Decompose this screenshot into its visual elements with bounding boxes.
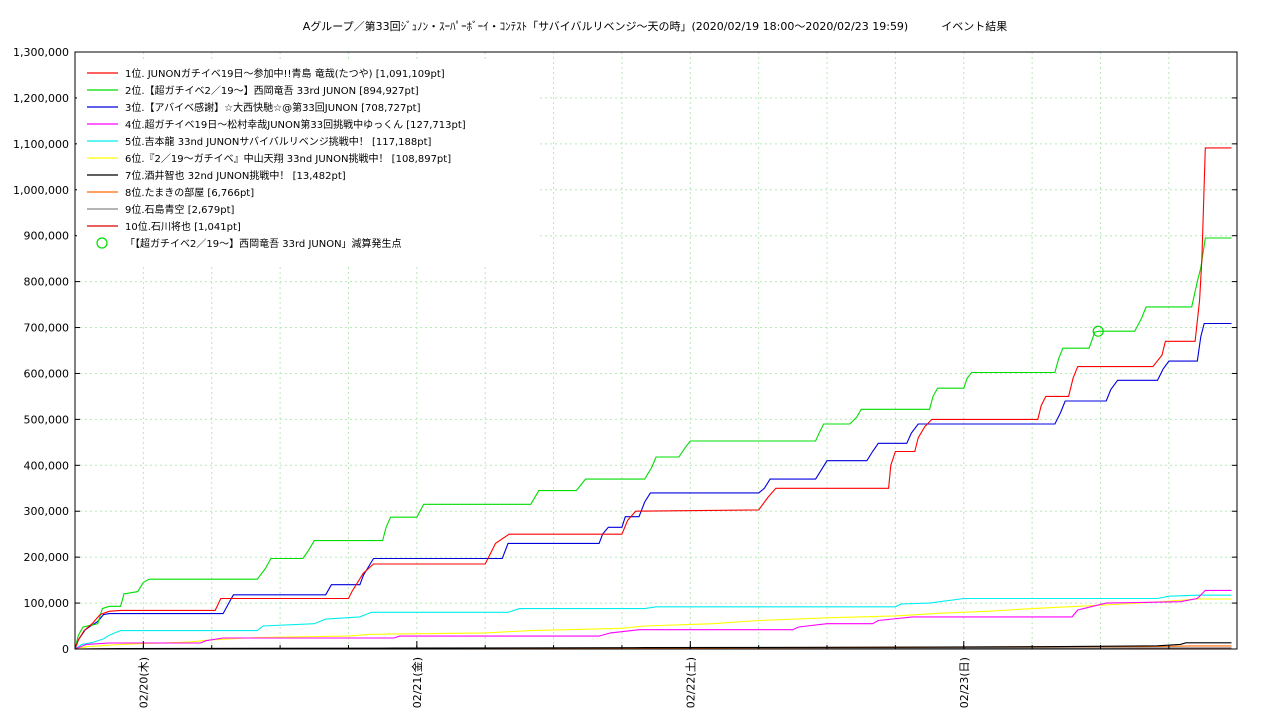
legend-entry: 2位.【超ガチイベ2／19〜】西岡竜吾 33rd JUNON [894,927p… [125,84,419,97]
legend-entry: 3位.【アバイベ感謝】☆大西快馳☆@第33回JUNON [708,727pt] [125,101,421,114]
y-tick-label: 600,000 [24,367,70,380]
y-tick-label: 700,000 [24,322,70,335]
annotation-marker [1092,325,1104,337]
legend-entry: 6位.『2／19〜ガチイベ』中山天翔 33nd JUNON挑戦中！ [108,8… [125,152,451,165]
x-tick-label: 02/20(木) [137,657,150,708]
y-tick-label: 300,000 [24,505,70,518]
legend-entry: 1位. JUNONガチイベ19日〜参加中!!青島 竜哉(たつや) [1,091,… [125,67,445,80]
legend-entry: 4位.超ガチイベ19日〜松村幸哉JUNON第33回挑戦中ゆっくん [127,71… [125,118,466,131]
legend-entry: 10位.石川将也 [1,041pt] [125,220,241,233]
legend: 1位. JUNONガチイベ19日〜参加中!!青島 竜哉(たつや) [1,091,… [77,60,537,266]
legend-entry: 7位.酒井智也 32nd JUNON挑戦中！ [13,482pt] [125,169,346,182]
y-tick-label: 1,300,000 [13,46,69,59]
x-tick-label: 02/21(金) [410,657,424,708]
series-line [74,598,1232,650]
plot-frame [74,51,1238,650]
x-tick-label: 02/23(日) [958,657,971,708]
legend-background [77,60,537,266]
y-tick-label: 200,000 [24,551,70,564]
y-tick-label: 1,000,000 [13,184,69,197]
axis-layer: 0 100,000 200,000 300,000 400,000 500,000 600,… [13,46,1237,708]
y-tick-label: 0 [62,643,69,656]
series-line [74,237,1232,650]
annotation-layer [1092,325,1104,337]
series-line [74,147,1232,650]
y-tick-label: 100,000 [24,597,70,610]
x-tick-label: 02/22(土) [684,657,697,708]
legend-entry: 8位.たまきの部屋 [6,766pt] [125,186,254,199]
legend-entry: 9位.石島青空 [2,679pt] [125,203,235,216]
y-tick-label: 400,000 [24,459,70,472]
y-tick-label: 1,100,000 [13,138,69,151]
y-tick-label: 800,000 [24,276,70,289]
series-line [74,594,1232,650]
legend-entry: 5位.吉本龍 33nd JUNONサバイバルリベンジ挑戦中！ [117,188p… [125,135,432,148]
series-line [74,589,1232,650]
series-line [74,322,1232,650]
y-tick-label: 1,200,000 [13,92,69,105]
y-tick-label: 500,000 [24,413,70,426]
series-line [74,642,1232,650]
chart-title: Aグループ／第33回ｼﾞｭﾉﾝ・ｽｰﾊﾟｰﾎﾞｰｲ・ｺﾝﾃｽﾄ「サバイバルリベン… [303,19,1007,33]
legend-annotation-entry: 「【超ガチイベ2／19〜】西岡竜吾 33rd JUNON」減算発生点 [125,237,402,250]
y-tick-label: 900,000 [24,230,70,243]
legend-annotation-marker [96,237,108,249]
